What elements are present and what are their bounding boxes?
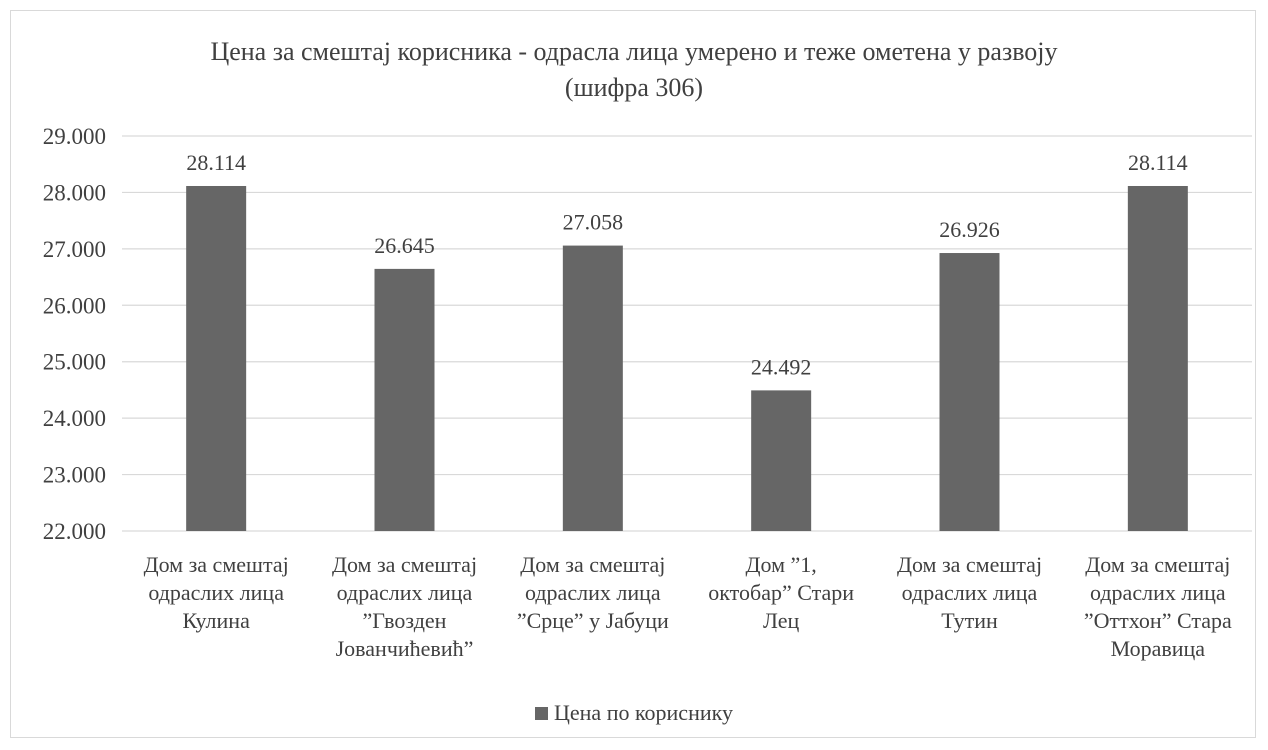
y-tick-label: 24.000 — [43, 406, 106, 431]
y-tick-label: 23.000 — [43, 463, 106, 488]
y-tick-label: 25.000 — [43, 350, 106, 375]
bar — [751, 390, 812, 531]
data-label: 27.058 — [563, 210, 624, 235]
data-label: 28.114 — [1128, 150, 1188, 175]
bar — [1127, 185, 1188, 531]
x-tick-label: Дом за смештај одраслих лица ”Срце” у Јабу… — [517, 552, 669, 633]
y-tick-label: 29.000 — [43, 124, 106, 149]
x-tick-label: Дом за смештај одраслих лица ”Оттхон” Стар… — [1084, 552, 1232, 661]
y-tick-label: 22.000 — [43, 519, 106, 544]
y-tick-label: 28.000 — [43, 180, 106, 205]
bar — [374, 268, 435, 531]
bar — [562, 245, 623, 531]
bar — [186, 185, 247, 531]
y-tick-label: 26.000 — [43, 293, 106, 318]
legend-swatch — [535, 707, 548, 720]
legend-label: Цена по кориснику — [554, 700, 733, 725]
chart-title: Цена за смештај корисника - одрасла лица… — [0, 34, 1268, 106]
x-tick-label: Дом за смештај одраслих лица Тутин — [897, 552, 1042, 633]
data-label: 24.492 — [751, 354, 812, 379]
legend: Цена по кориснику — [0, 700, 1268, 726]
y-tick-label: 27.000 — [43, 237, 106, 262]
data-label: 26.926 — [939, 217, 1000, 242]
data-label: 26.645 — [374, 233, 435, 258]
x-tick-label: Дом ”1, октобар” Стари Лец — [708, 552, 854, 633]
chart-title-text: Цена за смештај корисника - одрасла лица… — [210, 37, 1058, 66]
x-tick-label: Дом за смештај одраслих лица Кулина — [144, 552, 289, 633]
chart-subtitle-text: (шифра 306) — [564, 73, 704, 102]
bar — [939, 253, 1000, 532]
x-tick-label: Дом за смештај одраслих лица ”Гвозден Јован… — [332, 552, 477, 661]
data-label: 28.114 — [186, 150, 246, 175]
